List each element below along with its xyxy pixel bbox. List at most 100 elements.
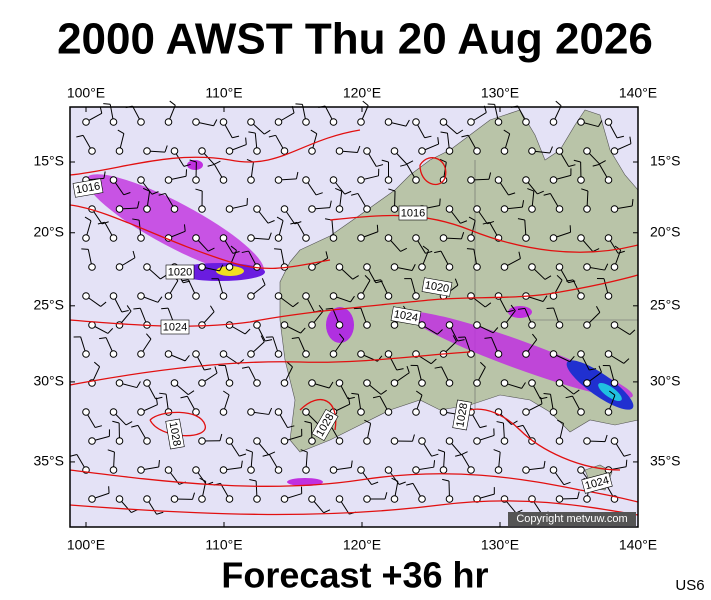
barb-flag — [592, 248, 600, 253]
station — [302, 408, 310, 416]
barb-flag — [189, 159, 197, 163]
station — [335, 147, 344, 155]
barb-flag — [608, 390, 616, 396]
barb-flag — [517, 307, 526, 310]
barb-flag — [543, 393, 551, 395]
station — [247, 292, 255, 300]
station — [137, 350, 145, 358]
station — [357, 118, 365, 126]
station — [302, 176, 310, 184]
barb-flag — [623, 358, 630, 364]
station — [88, 263, 96, 271]
barb-flag — [581, 188, 589, 192]
station — [528, 147, 536, 155]
lon-label: 130°E — [481, 85, 519, 101]
wind-barbs — [70, 100, 636, 515]
isobar-label-box — [165, 418, 185, 450]
barb-flag — [286, 361, 293, 368]
barb-flag — [267, 220, 275, 224]
station — [225, 205, 234, 213]
station — [390, 205, 399, 213]
barb-flag — [461, 134, 469, 138]
station — [115, 147, 124, 155]
station — [198, 379, 206, 387]
barb-flag — [563, 481, 571, 486]
barb-flag — [484, 336, 492, 339]
barb-flag — [540, 396, 543, 404]
lat-label: 25°S — [33, 297, 64, 313]
barb-flag — [506, 309, 514, 313]
barb-flag — [557, 419, 564, 424]
isobar-label: 1016 — [398, 205, 428, 221]
station — [164, 466, 173, 474]
station — [253, 379, 261, 387]
isobar-label-box — [398, 205, 428, 221]
barb-flag — [291, 337, 299, 340]
barb-flag — [543, 460, 546, 468]
barb-flag — [540, 396, 548, 400]
barb-flag — [437, 137, 440, 145]
barb-flag — [121, 310, 129, 313]
lon-label: 110°E — [205, 85, 242, 101]
barb-flag — [161, 307, 169, 310]
barb-flag — [213, 160, 221, 165]
barb-flag — [117, 129, 125, 134]
barb-flag — [350, 295, 355, 303]
barb-flag — [232, 135, 240, 139]
barb-flag — [230, 245, 237, 251]
station — [473, 379, 481, 387]
station — [329, 292, 338, 300]
isobar-label-text: 1016 — [401, 207, 425, 219]
barb-flag — [70, 453, 78, 457]
station — [467, 466, 475, 474]
barb-flag — [400, 247, 408, 252]
station — [164, 292, 173, 300]
station — [143, 147, 151, 155]
station — [473, 321, 481, 329]
station — [198, 495, 206, 503]
barb-flag — [158, 192, 166, 196]
barb-flag — [597, 120, 603, 127]
barb-flag — [207, 163, 215, 167]
barb-flag — [93, 361, 100, 368]
isobar-label: 1016 — [72, 178, 104, 198]
barb-flag — [604, 434, 608, 442]
station — [604, 234, 613, 242]
barb-flag — [295, 171, 299, 179]
barb-flag — [245, 449, 253, 453]
barb-flag — [131, 424, 139, 428]
station — [82, 350, 90, 358]
map-title: 2000 AWST Thu 20 Aug 2026 — [57, 15, 653, 64]
barb-flag — [377, 355, 383, 362]
barb-flag — [300, 327, 306, 334]
station — [390, 379, 399, 387]
station — [280, 437, 289, 445]
barb-flag — [549, 146, 553, 154]
station — [137, 466, 145, 474]
station — [219, 466, 228, 474]
station — [555, 263, 564, 271]
barb-flag — [510, 304, 516, 311]
station — [308, 263, 316, 271]
barb-flag — [439, 158, 447, 163]
barb-flag — [455, 453, 463, 457]
station — [445, 205, 454, 213]
station — [335, 437, 344, 445]
isobar-label: 1028 — [452, 399, 472, 431]
station — [137, 408, 145, 416]
station — [500, 437, 509, 445]
barb-flag — [437, 449, 445, 453]
barb-flag — [372, 395, 381, 399]
barb-flag — [133, 307, 141, 310]
station — [610, 263, 619, 271]
barb-flag — [352, 275, 359, 280]
station — [384, 118, 393, 126]
lat-label: 35°S — [33, 453, 64, 469]
station — [170, 379, 179, 387]
station — [170, 495, 179, 503]
barb-flag — [376, 164, 384, 167]
station — [577, 292, 585, 300]
lat-label: 20°S — [33, 223, 64, 239]
isobar-label-box — [390, 306, 422, 326]
barb-flag — [125, 421, 133, 426]
